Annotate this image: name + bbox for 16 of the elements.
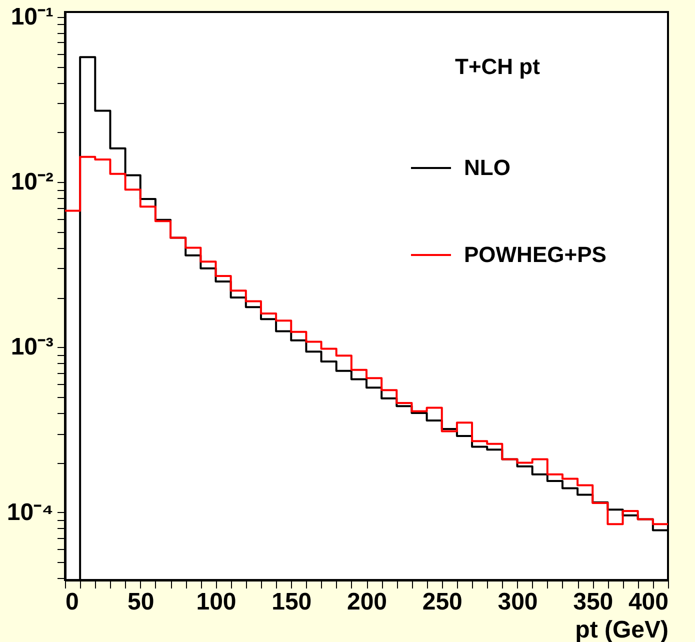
x-tick-label: 100 <box>196 588 236 616</box>
x-tick-label: 0 <box>66 588 79 616</box>
legend-label: POWHEG+PS <box>464 242 606 267</box>
x-tick-label: 200 <box>346 588 388 616</box>
x-tick-label: 50 <box>128 588 154 616</box>
y-tick-label: 10⁻³ <box>10 334 54 361</box>
text: T+CH pt <box>455 54 541 79</box>
x-tick-label: 300 <box>498 588 538 616</box>
x-tick-label: 400 <box>628 588 668 616</box>
x-tick-label: 350 <box>573 588 614 616</box>
x-tick-label: 250 <box>422 588 462 616</box>
y-tick-label: 10⁻⁴ <box>6 498 54 526</box>
legend-label: NLO <box>464 155 510 180</box>
y-tick-label: 10⁻² <box>10 168 54 196</box>
x-tick-label: 150 <box>272 588 312 616</box>
y-tick-label: 10⁻¹ <box>10 3 54 30</box>
